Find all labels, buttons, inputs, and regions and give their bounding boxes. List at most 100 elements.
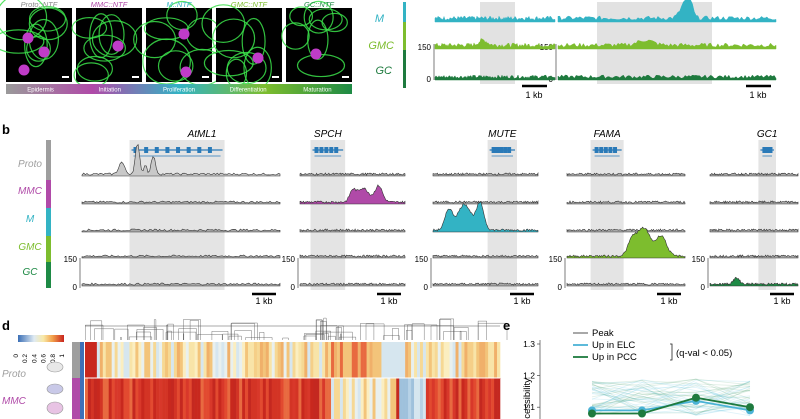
gene-panel-gc1: GC1 150 0 1 kb bbox=[692, 129, 799, 306]
track-m bbox=[709, 228, 799, 233]
track-proto bbox=[566, 172, 686, 177]
colorbar-tick: 0.8 bbox=[50, 354, 57, 363]
row-color-bar bbox=[46, 208, 51, 236]
panel-b-label: b bbox=[2, 122, 10, 137]
heatmap bbox=[72, 317, 508, 419]
data-point bbox=[588, 409, 596, 418]
track-label-gc: GC bbox=[376, 65, 393, 77]
micrograph-label: M::NTF bbox=[167, 0, 192, 9]
y-tick-150: 150 bbox=[415, 255, 429, 264]
colorbar-tick: 0.4 bbox=[31, 354, 38, 363]
colorbar-tick: 0.2 bbox=[22, 354, 29, 363]
track-m bbox=[432, 200, 539, 233]
highlight-region bbox=[129, 140, 225, 290]
stage-label: Differentiation bbox=[230, 88, 267, 94]
gene-name: FAMA bbox=[594, 129, 621, 140]
panel-a-tracks: M GMC GC 150 0 150 0 1 kb 1 kb bbox=[368, 0, 777, 100]
legend-label: Up in ELC bbox=[592, 340, 635, 351]
track-gmc bbox=[709, 254, 799, 259]
highlight-region bbox=[758, 140, 776, 290]
nucleus bbox=[18, 64, 30, 76]
y-tick-150: 150 bbox=[692, 255, 706, 264]
micrograph-2: MMC::NTF bbox=[71, 0, 142, 88]
y-tick-150-a1: 150 bbox=[418, 43, 432, 52]
highlight-region bbox=[590, 140, 624, 290]
track-label-m: M bbox=[375, 13, 385, 25]
track-m bbox=[434, 15, 556, 23]
gene-name: MUTE bbox=[488, 129, 517, 140]
y-tick-0: 0 bbox=[73, 283, 78, 292]
y-tick-0: 0 bbox=[558, 283, 563, 292]
track-proto bbox=[432, 171, 539, 177]
track-proto bbox=[709, 172, 799, 177]
scalebar-label: 1 kb bbox=[513, 296, 530, 306]
micrograph-1: Proto::NTF bbox=[0, 0, 72, 82]
data-point bbox=[746, 403, 754, 412]
track-m bbox=[81, 228, 281, 233]
micrograph-label: GMC::NTF bbox=[231, 0, 268, 9]
scalebar-label: 1 kb bbox=[773, 296, 790, 306]
row-group-bar-mmc bbox=[72, 378, 80, 419]
track-m bbox=[557, 0, 777, 23]
scalebar-label: 1 kb bbox=[380, 296, 397, 306]
legend-label: Up in PCC bbox=[592, 352, 637, 363]
nucleus bbox=[22, 32, 34, 44]
track-label-gmc: GMC bbox=[368, 40, 394, 52]
stage-bar: Epidermis Initiation Proliferation Differen… bbox=[6, 84, 352, 94]
stage-label: Proliferation bbox=[163, 88, 195, 94]
track-gc bbox=[566, 282, 686, 287]
y-tick-0: 0 bbox=[291, 283, 296, 292]
stage-label: Maturation bbox=[303, 88, 331, 94]
stage-label: Epidermis bbox=[27, 88, 54, 94]
track-gc bbox=[299, 282, 406, 287]
highlight-region bbox=[487, 140, 517, 290]
q-value-note: (q-val < 0.05) bbox=[676, 348, 732, 359]
y-tick-0: 0 bbox=[701, 283, 706, 292]
stage-label: Initiation bbox=[99, 88, 121, 94]
data-point bbox=[692, 393, 700, 402]
track-gc bbox=[434, 74, 556, 81]
scalebar-label: 1 kb bbox=[660, 296, 677, 306]
legend-label: Peak bbox=[592, 328, 614, 339]
track-gc bbox=[709, 276, 799, 287]
micrograph-5: GC::NTF bbox=[281, 0, 352, 82]
row-label-mmc: MMC bbox=[18, 186, 43, 197]
row-color-bar bbox=[46, 180, 51, 208]
y-tick-0: 0 bbox=[424, 283, 429, 292]
heatmap-colorbar: 0 0.2 0.4 0.6 0.8 1 Proto MMC bbox=[2, 335, 66, 415]
row-color-bar bbox=[46, 262, 51, 288]
nucleus bbox=[180, 66, 192, 78]
colorbar-tick: 0 bbox=[13, 354, 20, 358]
gene-panel-fama: FAMA 150 0 1 kb bbox=[549, 129, 686, 306]
row-label-m: M bbox=[26, 214, 35, 225]
track-m bbox=[299, 228, 406, 233]
y-tick-150: 150 bbox=[549, 255, 563, 264]
gene-panel-mute: MUTE 150 0 1 kb bbox=[415, 129, 539, 306]
heatmap-row-label-mmc: MMC bbox=[2, 396, 27, 407]
track-gmc bbox=[299, 254, 406, 259]
row-color-bar bbox=[46, 140, 51, 180]
gene-name: AtML1 bbox=[187, 129, 217, 140]
row-label-proto: Proto bbox=[18, 159, 42, 170]
micrograph-label: MMC::NTF bbox=[91, 0, 128, 9]
track-gmc bbox=[566, 226, 686, 259]
track-proto bbox=[81, 143, 281, 177]
track-gmc bbox=[432, 254, 539, 259]
panel-a-micrographs: Proto::NTF MMC::NTF M::NTF GMC::NTF GC::NTF bbox=[0, 0, 352, 90]
scalebar-label-a1: 1 kb bbox=[525, 90, 542, 100]
nucleus bbox=[178, 28, 190, 40]
track-color-bar-m bbox=[403, 2, 406, 22]
scalebar-label-a2: 1 kb bbox=[749, 90, 766, 100]
dendrogram bbox=[85, 317, 508, 340]
track-gc bbox=[81, 282, 281, 287]
row-label-gmc: GMC bbox=[18, 242, 42, 253]
track-mmc bbox=[299, 184, 406, 205]
y-tick-150: 150 bbox=[64, 255, 78, 264]
panel-b-row-labels: Proto MMC M GMC GC bbox=[18, 140, 51, 288]
track-color-bar-gmc bbox=[403, 22, 406, 50]
row-group-bar-proto bbox=[72, 342, 80, 378]
track-mmc bbox=[432, 200, 539, 205]
track-mmc bbox=[81, 200, 281, 205]
scalebar-label: 1 kb bbox=[255, 296, 272, 306]
